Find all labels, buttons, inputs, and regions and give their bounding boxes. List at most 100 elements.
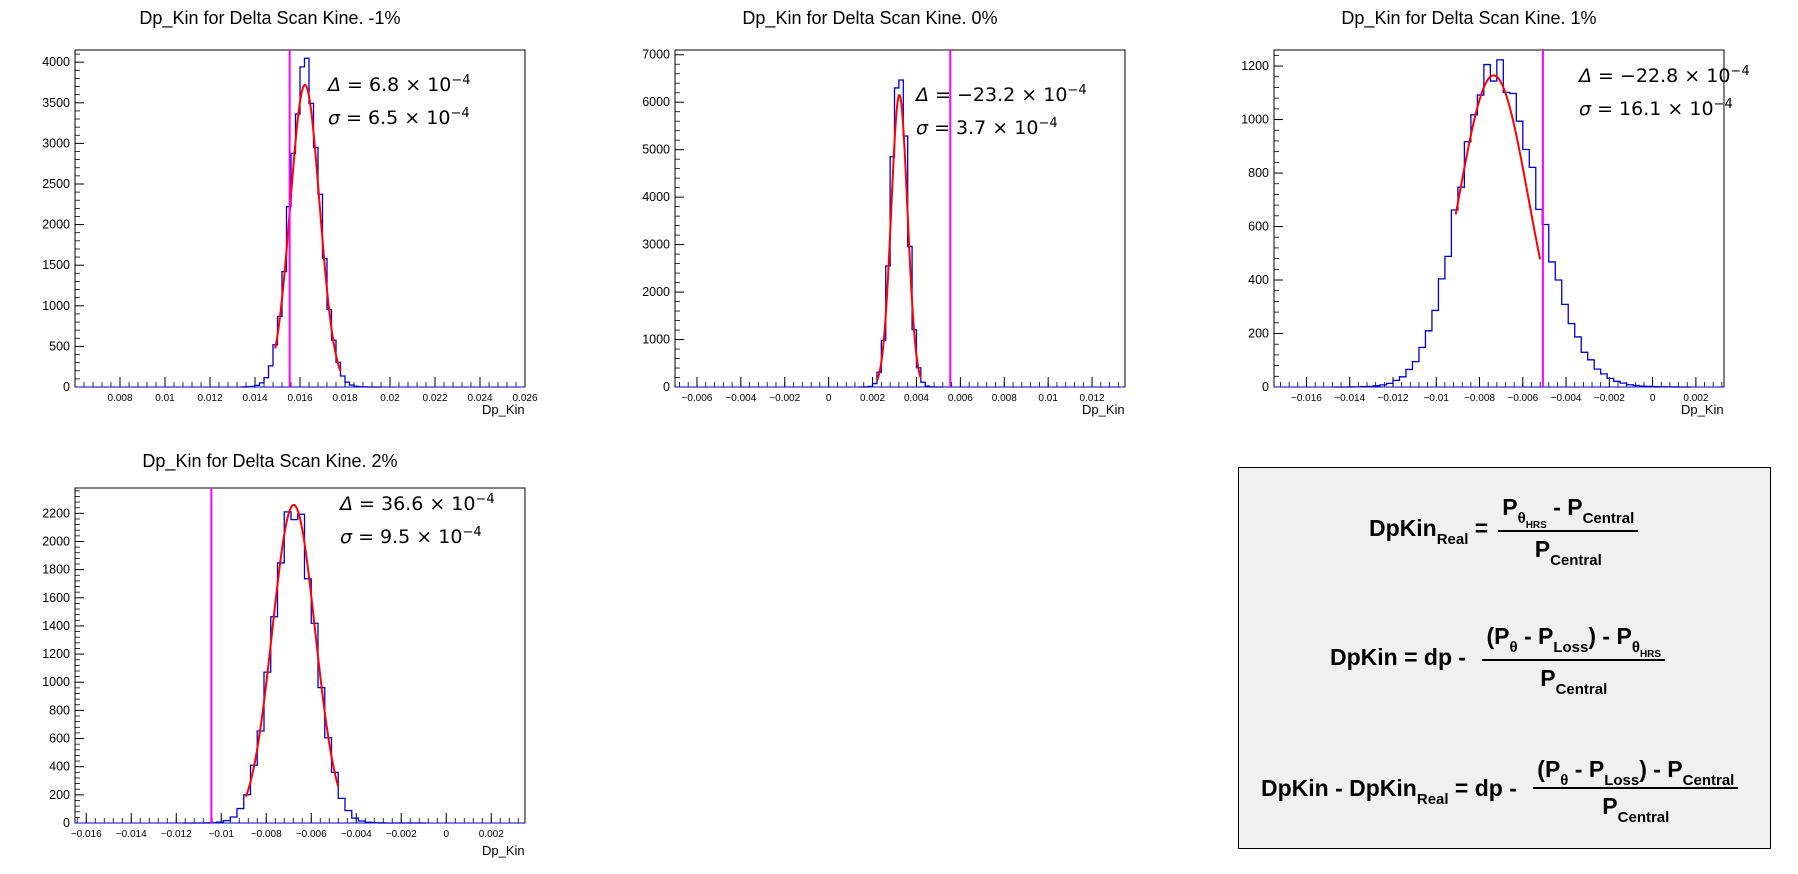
- x-tick-label: −0.004: [341, 829, 372, 840]
- x-tick-label: 0: [443, 829, 449, 840]
- x-tick-label: −0.008: [1464, 393, 1495, 404]
- sigma-value: 9.5: [380, 526, 411, 548]
- formula-fraction: (Pθ - PLoss) - PCentral PCentral: [1533, 756, 1739, 826]
- y-tick-label: 0: [1262, 380, 1269, 394]
- sigma-symbol: σ: [340, 526, 353, 548]
- y-tick-label: 1000: [42, 299, 70, 313]
- sigma-exponent: −4: [450, 106, 470, 121]
- y-tick-label: 800: [1248, 166, 1269, 180]
- chart-title: Dp_Kin for Delta Scan Kine. 1%: [1341, 8, 1597, 28]
- histogram-plot: 0 200 400 600 800 1000 1200 −0.016 −0.014 −0.012 −…: [1241, 49, 1725, 404]
- x-tick-label: 0.024: [467, 393, 492, 404]
- y-tick-label: 1500: [42, 258, 70, 272]
- y-tick-label: 1000: [42, 675, 70, 689]
- delta-annotation: Δ = −22.8 × 10−4: [1579, 64, 1750, 87]
- x-tick-label: 0.01: [1038, 393, 1058, 404]
- y-tick-label: 600: [1248, 220, 1269, 234]
- x-tick-label: 0.016: [287, 393, 312, 404]
- sigma-annotation: σ = 9.5 × 10−4: [340, 525, 482, 548]
- y-tick-label: 400: [49, 760, 70, 774]
- delta-value: 36.6: [381, 493, 424, 515]
- x-tick-label: 0.014: [242, 393, 267, 404]
- formula-denominator: PCentral: [1540, 665, 1608, 698]
- formula-dpkin: DpKin = dp - (Pθ - PLoss) - PθHRS PCentr…: [1330, 623, 1666, 698]
- histogram-panel-kine-2: Dp_Kin for Delta Scan Kine. 2% 0 200 400 60…: [0, 443, 540, 874]
- y-tick-label: 2200: [42, 506, 70, 520]
- x-tick-label: 0: [826, 393, 832, 404]
- histogram-panel-kine-minus1: Dp_Kin for Delta Scan Kine. -1% 0 500 1000…: [0, 0, 540, 430]
- formula-numerator: (Pθ - PLoss) - PCentral: [1533, 756, 1739, 789]
- y-tick-label: 1800: [42, 563, 70, 577]
- formula-lhs: DpKin = dp -: [1330, 644, 1473, 670]
- gaussian-fit-curve: [245, 503, 340, 797]
- formula-dpkin-real: DpKinReal = PθHRS - PCentral PCentral: [1369, 494, 1639, 569]
- x-tick-label: 0.01: [155, 393, 175, 404]
- y-tick-label: 1600: [42, 591, 70, 605]
- y-tick-label: 1000: [642, 333, 670, 347]
- x-tick-label: 0.002: [860, 393, 885, 404]
- delta-annotation: Δ = 6.8 × 10−4: [328, 73, 471, 96]
- y-tick-label: 0: [63, 380, 70, 394]
- gaussian-fit-curve: [1454, 74, 1542, 260]
- formula-denominator: PCentral: [1534, 536, 1602, 569]
- histogram-plot: 0 1000 2000 3000 4000 5000 6000 7000 −0.006 −0.00…: [642, 48, 1126, 404]
- y-tick-label: 4000: [42, 55, 70, 69]
- delta-annotation: Δ = 36.6 × 10−4: [340, 492, 495, 515]
- sigma-symbol: σ: [328, 107, 341, 129]
- delta-exponent: −4: [1067, 83, 1087, 98]
- x-axis-label: Dp_Kin: [1082, 402, 1125, 417]
- delta-exponent: −4: [451, 73, 471, 88]
- sigma-value: 3.7: [956, 117, 987, 139]
- x-tick-label: −0.014: [116, 829, 147, 840]
- delta-exponent: −4: [475, 492, 495, 507]
- sigma-exponent: −4: [1038, 116, 1058, 131]
- sigma-exponent: −4: [462, 525, 482, 540]
- x-tick-label: −0.012: [1378, 393, 1409, 404]
- x-tick-label: 0.006: [948, 393, 973, 404]
- y-tick-label: 3000: [42, 136, 70, 150]
- sigma-symbol: σ: [916, 117, 929, 139]
- y-tick-label: 600: [49, 732, 70, 746]
- gaussian-fit-curve: [876, 93, 922, 381]
- sigma-exponent: −4: [1713, 97, 1733, 112]
- y-tick-label: 500: [49, 339, 70, 353]
- y-tick-label: 800: [49, 703, 70, 717]
- y-tick-label: 2000: [642, 285, 670, 299]
- sigma-annotation: σ = 6.5 × 10−4: [328, 106, 470, 129]
- y-tick-label: 400: [1248, 273, 1269, 287]
- x-axis-label: Dp_Kin: [1681, 402, 1724, 417]
- sigma-symbol: σ: [1579, 98, 1592, 120]
- x-tick-label: 0.008: [992, 393, 1017, 404]
- x-tick-label: −0.008: [251, 829, 282, 840]
- x-tick-label: 0.018: [332, 393, 357, 404]
- x-tick-label: −0.004: [725, 393, 756, 404]
- histogram-series: [182, 511, 426, 824]
- sigma-annotation: σ = 3.7 × 10−4: [916, 116, 1058, 139]
- x-tick-label: −0.006: [1507, 393, 1538, 404]
- x-tick-label: 0.002: [479, 829, 504, 840]
- formula-legend-box: DpKinReal = PθHRS - PCentral PCentral Dp…: [1238, 467, 1771, 849]
- histogram-plot: 0 200 400 600 800 1000 1200 1400 1600 1800 2000 220…: [42, 487, 526, 840]
- x-tick-label: 0.026: [512, 393, 537, 404]
- formula-numerator: (Pθ - PLoss) - PθHRS: [1482, 623, 1666, 661]
- formula-dpkin-difference: DpKin - DpKinReal = dp - (Pθ - PLoss) - …: [1261, 756, 1739, 826]
- x-tick-label: −0.002: [386, 829, 417, 840]
- x-tick-label: 0.012: [197, 393, 222, 404]
- delta-symbol: Δ: [916, 84, 929, 106]
- x-tick-label: −0.004: [1551, 393, 1582, 404]
- y-tick-label: 200: [1248, 327, 1269, 341]
- y-tick-label: 1200: [1241, 59, 1269, 73]
- delta-annotation: Δ = −23.2 × 10−4: [916, 83, 1087, 106]
- delta-symbol: Δ: [340, 493, 353, 515]
- x-tick-label: −0.016: [1291, 393, 1322, 404]
- x-tick-label: 0.002: [1683, 393, 1708, 404]
- histogram-series: [1333, 59, 1692, 388]
- x-tick-label: −0.01: [1424, 393, 1450, 404]
- chart-title: Dp_Kin for Delta Scan Kine. -1%: [139, 8, 401, 28]
- y-tick-label: 1200: [42, 647, 70, 661]
- formula-denominator: PCentral: [1602, 793, 1670, 826]
- formula-lhs: DpKinReal =: [1369, 515, 1489, 548]
- y-tick-label: 6000: [642, 95, 670, 109]
- y-tick-label: 2500: [42, 177, 70, 191]
- y-tick-label: 4000: [642, 190, 670, 204]
